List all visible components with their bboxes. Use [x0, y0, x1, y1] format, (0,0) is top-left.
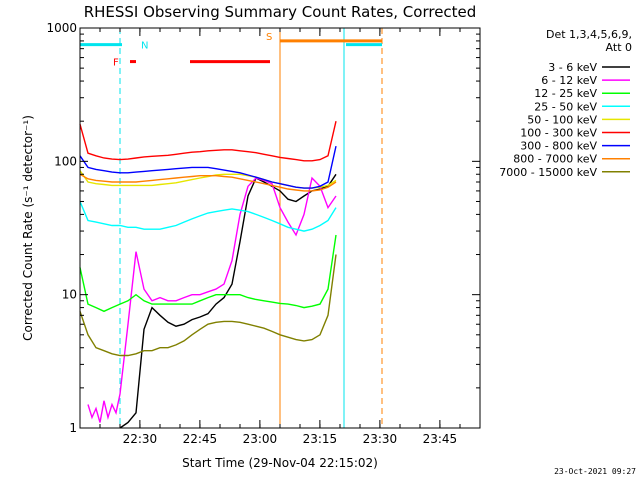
legend-title: Det 1,3,4,5,6,9, — [546, 28, 632, 41]
x-tick-label: 23:30 — [363, 432, 398, 446]
x-tick-label: 23:00 — [243, 432, 278, 446]
y-axis-label: Corrected Count Rate (s⁻¹ detector⁻¹) — [21, 115, 35, 341]
flag-label-s: S — [266, 32, 272, 43]
series-line-100-300-kev — [79, 121, 337, 162]
x-tick-label: 23:15 — [303, 432, 338, 446]
x-tick-label: 23:45 — [423, 432, 458, 446]
x-tick-label: 22:45 — [183, 432, 218, 446]
series-line-7000-15000-kev — [79, 254, 337, 357]
legend-entry-label: 6 - 12 keV — [541, 74, 597, 87]
axis-ticks: 1 10 100 1000 22:30 22:45 23:00 23:15 23:30 23:45 — [46, 21, 481, 446]
x-tick-label: 22:30 — [123, 432, 158, 446]
flag-label-n: N — [141, 41, 148, 52]
series-line-6-12-kev — [87, 176, 337, 423]
legend-entry-label: 50 - 100 keV — [527, 113, 597, 126]
x-axis-label: Start Time (29-Nov-04 22:15:02) — [182, 456, 378, 470]
legend-entry-label: 7000 - 15000 keV — [499, 166, 597, 179]
y-tick-label: 1000 — [46, 21, 77, 35]
legend-entry-label: 100 - 300 keV — [520, 127, 597, 140]
legend-entry-label: 300 - 800 keV — [520, 140, 597, 153]
plot-area: N F S — [79, 28, 383, 429]
series-line-12-25-kev — [79, 234, 337, 313]
series-line-3-6-kev — [119, 173, 337, 429]
legend-entry-label: 3 - 6 keV — [548, 61, 597, 74]
timestamp: 23-Oct-2021 09:27 — [554, 467, 636, 476]
legend-entry-label: 12 - 25 keV — [534, 87, 597, 100]
series-line-300-800-kev — [79, 145, 337, 189]
series-line-800-7000-kev — [79, 173, 337, 192]
chart-title: RHESSI Observing Summary Count Rates, Co… — [84, 3, 477, 21]
y-tick-label: 10 — [62, 288, 77, 302]
legend-entry-label: 800 - 7000 keV — [513, 153, 597, 166]
legend-entry-label: 25 - 50 keV — [534, 100, 597, 113]
y-tick-label: 100 — [54, 154, 77, 168]
y-tick-label: 1 — [69, 421, 77, 435]
series-line-25-50-kev — [79, 201, 337, 232]
flag-label-f: F — [113, 58, 119, 69]
legend-subtitle: Att 0 — [606, 41, 632, 54]
